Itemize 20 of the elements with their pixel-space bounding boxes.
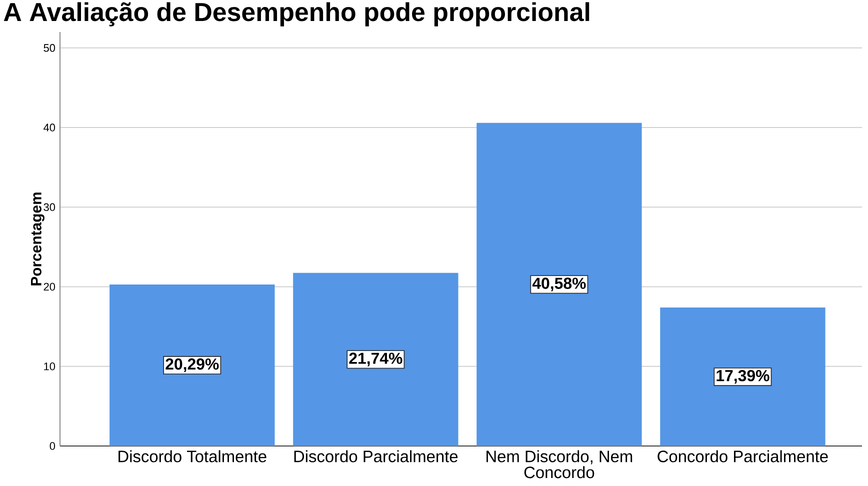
y-axis-title: Porcentagem [31, 192, 44, 286]
y-tick-label: 40 [44, 124, 56, 132]
data-label: 17,39% [716, 370, 770, 384]
y-tick-label: 30 [44, 203, 56, 212]
data-label: 20,29% [166, 358, 219, 372]
bar [293, 272, 458, 446]
chart-title: A Avaliação de Desempenho pode proporcional [4, 2, 590, 26]
bar [660, 308, 826, 446]
bar [110, 284, 275, 446]
y-tick-label: 10 [44, 362, 56, 370]
data-label: 21,74% [349, 352, 402, 366]
x-tick-label: Nem Discordo, Nem Concordo [486, 450, 632, 478]
bar [476, 122, 642, 446]
data-label: 40,58% [532, 278, 586, 292]
y-tick-label: 0 [50, 442, 56, 450]
y-tick-label: 20 [44, 282, 56, 291]
y-tick-label: 50 [44, 44, 56, 52]
x-tick-label: Concordo Parcialmente [658, 450, 828, 462]
x-tick-label: Discordo Totalmente [118, 450, 266, 462]
x-tick-label: Discordo Parcialmente [294, 450, 458, 462]
